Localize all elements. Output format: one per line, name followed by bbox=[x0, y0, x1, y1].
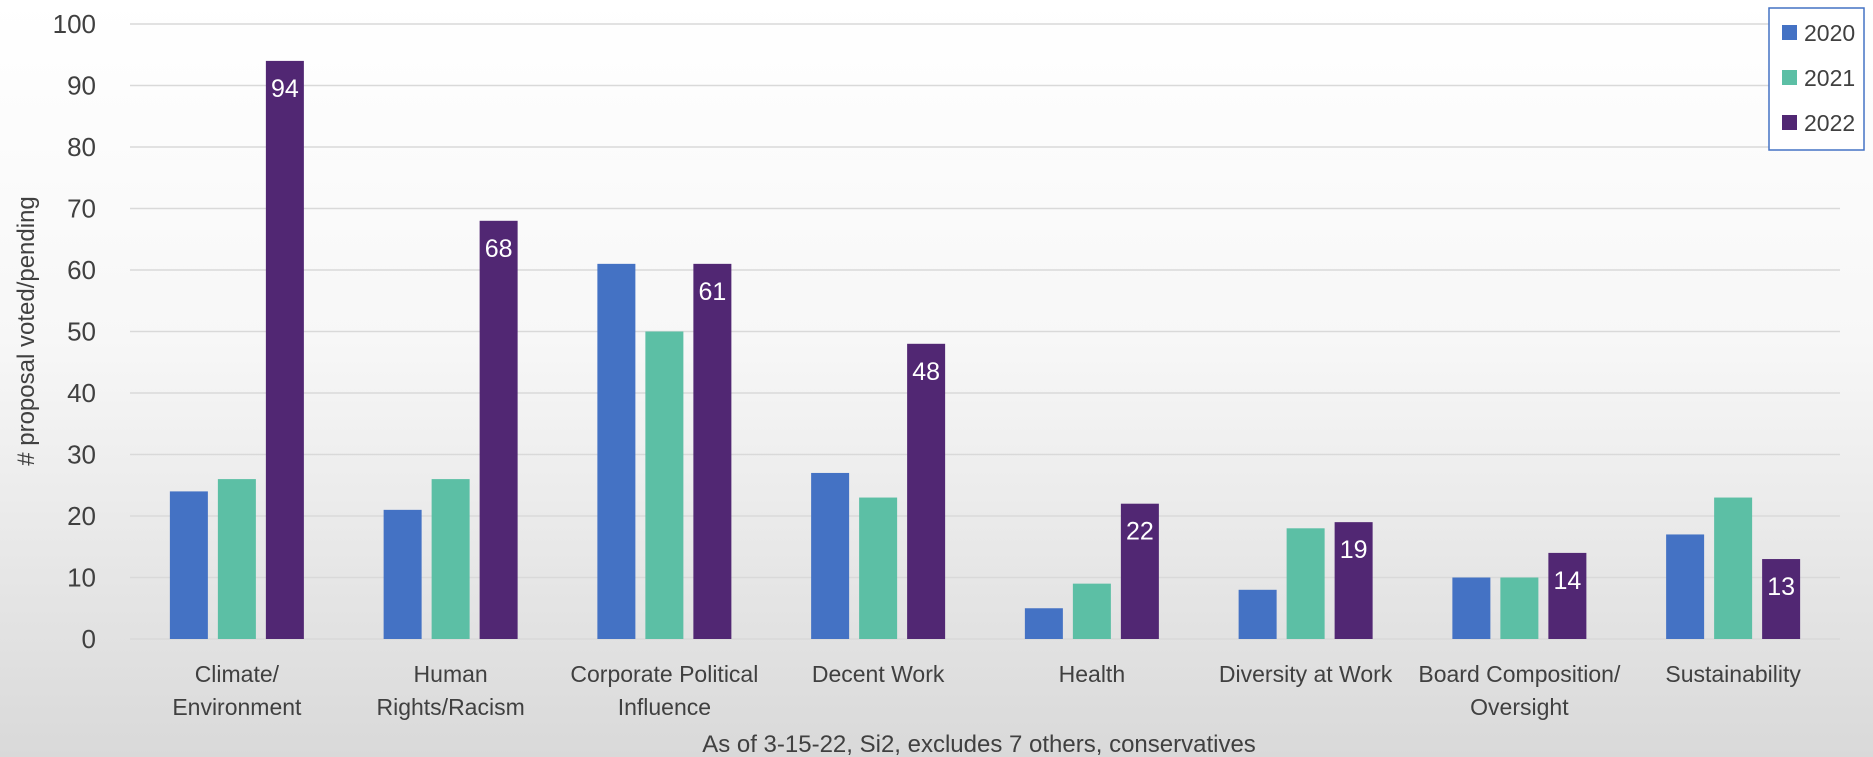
y-tick-label: 0 bbox=[82, 624, 96, 654]
data-label: 61 bbox=[698, 278, 726, 306]
x-axis-categories: Climate/Environment Human Rights/Racism Cor… bbox=[172, 661, 1801, 720]
bar-2022 bbox=[1548, 552, 1587, 639]
bar-2020 bbox=[1666, 534, 1705, 639]
y-tick-label: 10 bbox=[67, 563, 96, 593]
bar-2021 bbox=[1286, 528, 1325, 639]
y-tick-label: 40 bbox=[67, 378, 96, 408]
data-label: 19 bbox=[1340, 536, 1368, 564]
bar-2021 bbox=[217, 479, 256, 639]
bar-2021 bbox=[859, 497, 898, 639]
y-tick-label: 90 bbox=[67, 71, 96, 101]
y-tick-label: 50 bbox=[67, 317, 96, 347]
bar-2020 bbox=[1024, 608, 1063, 639]
bar-2020 bbox=[811, 472, 850, 639]
bar-2022 bbox=[265, 60, 304, 639]
x-axis-title: As of 3-15-22, Si2, excludes 7 others, c… bbox=[702, 731, 1256, 757]
x-category-label: Board Composition/Oversight bbox=[1418, 661, 1621, 720]
bar-2020 bbox=[1452, 577, 1491, 639]
legend: 2020 2021 2022 bbox=[1768, 7, 1865, 151]
bars bbox=[169, 60, 1801, 640]
x-category-label: Corporate Political Influence bbox=[570, 661, 758, 720]
legend-item-2020: 2020 bbox=[1804, 20, 1855, 46]
x-category-label: Diversity at Work bbox=[1219, 661, 1393, 687]
bar-2022 bbox=[693, 263, 732, 639]
y-axis-ticks: 0 10 20 30 40 50 60 70 80 90 100 bbox=[53, 9, 96, 654]
bar-2020 bbox=[169, 491, 208, 639]
legend-item-2022: 2022 bbox=[1804, 110, 1855, 136]
data-label: 94 bbox=[271, 75, 299, 103]
bar-2021 bbox=[431, 479, 470, 639]
x-category-label: Sustainability bbox=[1665, 661, 1801, 687]
x-category-label: Decent Work bbox=[812, 661, 945, 687]
data-label: 22 bbox=[1126, 518, 1154, 546]
y-tick-label: 60 bbox=[67, 255, 96, 285]
bar-2021 bbox=[1500, 577, 1539, 639]
bar-2021 bbox=[1714, 497, 1753, 639]
legend-swatch bbox=[1782, 25, 1797, 40]
data-label: 68 bbox=[485, 235, 513, 263]
bar-2022 bbox=[1762, 559, 1801, 639]
x-category-label: Human Rights/Racism bbox=[376, 661, 524, 720]
y-tick-label: 100 bbox=[53, 9, 96, 39]
data-labels: 94 68 61 48 22 19 14 13 bbox=[271, 75, 1795, 601]
y-tick-label: 20 bbox=[67, 501, 96, 531]
x-category-label: Health bbox=[1059, 661, 1125, 687]
bar-2022 bbox=[1334, 522, 1373, 639]
y-tick-label: 70 bbox=[67, 194, 96, 224]
legend-item-2021: 2021 bbox=[1804, 65, 1855, 91]
bar-2021 bbox=[1072, 583, 1111, 639]
bar-2020 bbox=[597, 263, 636, 639]
bar-2022 bbox=[479, 220, 518, 640]
y-tick-label: 80 bbox=[67, 132, 96, 162]
y-axis-title: # proposal voted/pending bbox=[13, 196, 40, 466]
bar-2022 bbox=[1120, 503, 1159, 639]
x-category-label: Climate/Environment bbox=[172, 661, 302, 720]
data-label: 14 bbox=[1553, 567, 1581, 595]
bar-2020 bbox=[383, 509, 422, 639]
bar-2020 bbox=[1238, 589, 1277, 639]
data-label: 48 bbox=[912, 358, 940, 386]
data-label: 13 bbox=[1767, 573, 1795, 601]
bar-2021 bbox=[645, 331, 684, 639]
legend-swatch bbox=[1782, 70, 1797, 85]
legend-swatch bbox=[1782, 115, 1797, 130]
y-tick-label: 30 bbox=[67, 440, 96, 470]
bar-2022 bbox=[907, 343, 946, 639]
